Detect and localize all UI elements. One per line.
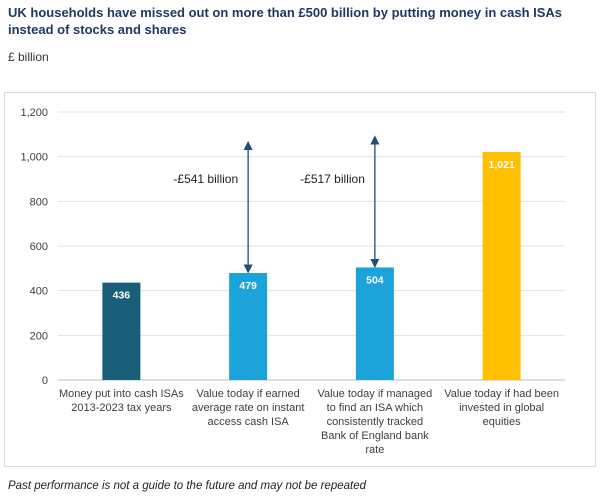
bar: [102, 282, 141, 380]
y-tick-label: 400: [30, 286, 48, 298]
category-label: average rate on instant: [192, 402, 305, 414]
category-label: access cash ISA: [207, 416, 289, 428]
category-label: 2013-2023 tax years: [71, 402, 172, 414]
bar: [355, 267, 394, 380]
y-tick-label: 1,000: [20, 152, 48, 164]
y-tick-label: 800: [30, 196, 48, 208]
category-label: consistently tracked: [327, 416, 424, 428]
footnote: Past performance is not a guide to the f…: [8, 480, 367, 492]
data-label: 479: [239, 280, 257, 292]
y-tick-label: 0: [42, 375, 48, 387]
bar: [482, 151, 521, 380]
data-label: 436: [113, 290, 131, 302]
difference-annotation: -£517 billion: [300, 172, 365, 186]
units-label: £ billion: [8, 50, 49, 64]
difference-annotation: -£541 billion: [173, 172, 238, 186]
data-label: 1,021: [488, 159, 514, 171]
category-label: Bank of England bank: [321, 430, 429, 442]
category-label: invested in global: [459, 402, 544, 414]
category-label: Value today if earned: [197, 388, 300, 400]
category-label: equities: [483, 416, 521, 428]
data-label: 504: [366, 274, 384, 286]
bar-chart: 0 200 400 600 800 1,000 1,200 436 Money put into…: [20, 107, 565, 456]
chart-frame: [4, 92, 596, 467]
bar: [229, 273, 268, 380]
chart-title: UK households have missed out on more th…: [8, 5, 563, 37]
category-label: Value today if had been: [444, 388, 559, 400]
category-label: to find an ISA which: [327, 402, 424, 414]
category-label: Money put into cash ISAs: [59, 388, 184, 400]
y-tick-label: 200: [30, 330, 48, 342]
category-label: Value today if managed: [317, 388, 432, 400]
y-tick-label: 1,200: [20, 107, 48, 119]
y-tick-label: 600: [30, 241, 48, 253]
category-label: rate: [365, 444, 384, 456]
